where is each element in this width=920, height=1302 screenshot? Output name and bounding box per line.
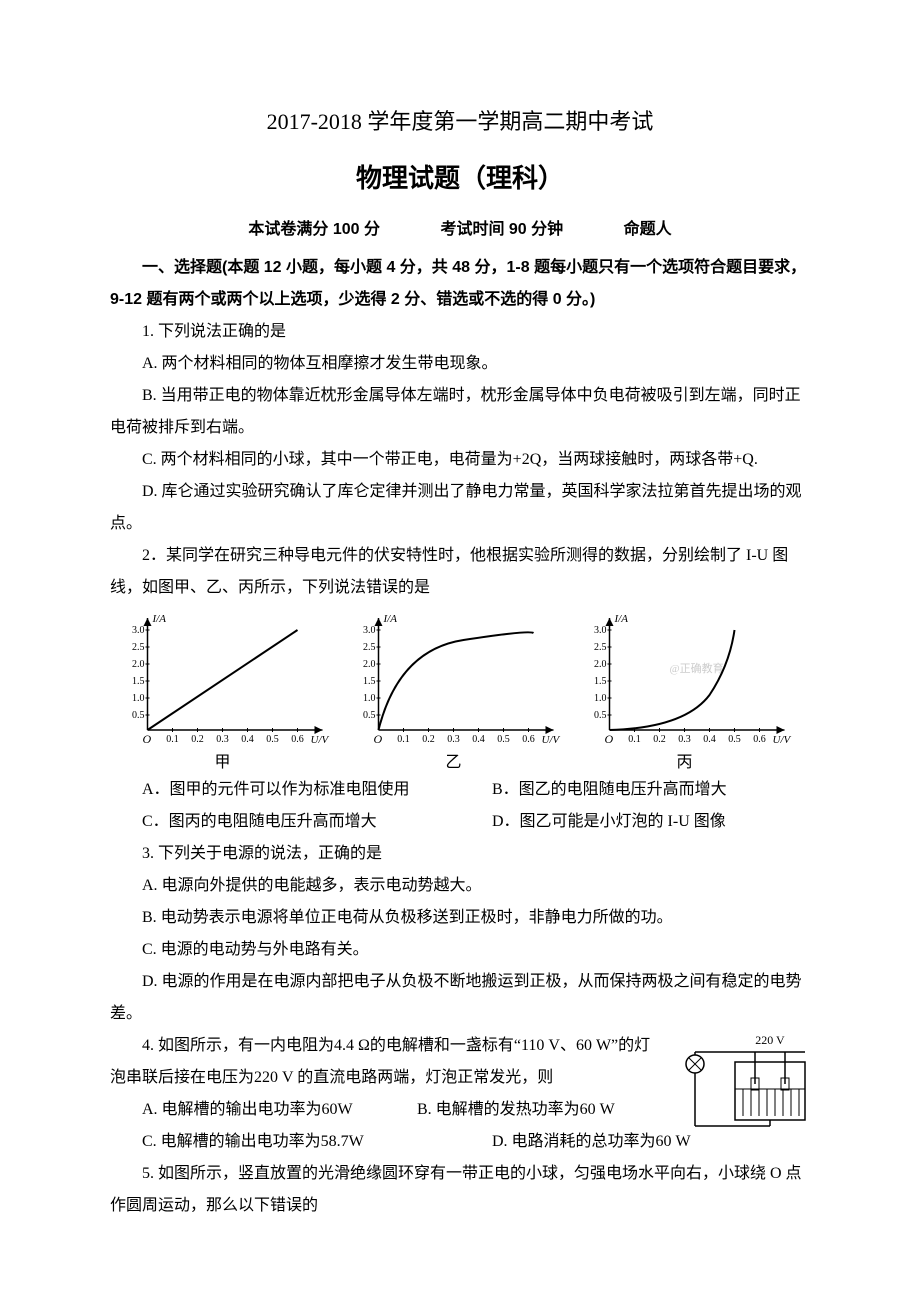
chart-jia-svg: I/A U/V 0.5 1.0 1.5 2.0 2.5 3.0 0.1 0.2 … — [110, 610, 335, 750]
svg-text:3.0: 3.0 — [132, 625, 145, 636]
q1-opt-a: A. 两个材料相同的物体互相摩擦才发生带电现象。 — [110, 348, 810, 380]
svg-text:0.4: 0.4 — [703, 734, 716, 745]
section-1-head: 一、选择题(本题 12 小题，每小题 4 分，共 48 分，1-8 题每小题只有… — [110, 252, 810, 316]
svg-text:0.3: 0.3 — [447, 734, 460, 745]
svg-text:0.5: 0.5 — [728, 734, 741, 745]
q1-opt-b: B. 当用带正电的物体靠近枕形金属导体左端时，枕形金属导体中负电荷被吸引到左端，… — [110, 380, 810, 444]
q2-stem: 2．某同学在研究三种导电元件的伏安特性时，他根据实验所测得的数据，分别绘制了 I… — [110, 540, 810, 604]
q3-opt-c: C. 电源的电动势与外电路有关。 — [110, 934, 810, 966]
svg-text:0.5: 0.5 — [497, 734, 510, 745]
page-title-subject: 物理试题（理科） — [110, 152, 810, 204]
svg-text:0.4: 0.4 — [472, 734, 485, 745]
chart-bing-svg: I/A U/V 0.5 1.0 1.5 2.0 2.5 3.0 0.1 0.2 … — [572, 610, 797, 750]
chart-yi: I/A U/V 0.5 1.0 1.5 2.0 2.5 3.0 0.1 0.2 … — [341, 610, 566, 774]
q2-opt-b: B．图乙的电阻随电压升高而增大 — [460, 774, 810, 806]
svg-text:O: O — [143, 732, 152, 746]
svg-text:0.1: 0.1 — [166, 734, 179, 745]
q4-voltage-label: 220 V — [755, 1034, 785, 1047]
meta-line: 本试卷满分 100 分 考试时间 90 分钟 命题人 — [110, 214, 810, 246]
q3-opt-b: B. 电动势表示电源将单位正电荷从负极移送到正极时，非静电力所做的功。 — [110, 902, 810, 934]
svg-text:0.3: 0.3 — [678, 734, 691, 745]
svg-text:U/V: U/V — [542, 734, 561, 746]
page-title-year: 2017-2018 学年度第一学期高二期中考试 — [110, 100, 810, 144]
q4-opt-a: A. 电解槽的输出电功率为60W — [110, 1094, 385, 1126]
svg-text:0.6: 0.6 — [291, 734, 304, 745]
svg-text:0.5: 0.5 — [266, 734, 279, 745]
chart-jia-xlabel: U/V — [311, 734, 330, 746]
chart-jia-ylabel: I/A — [152, 613, 167, 625]
svg-text:1.5: 1.5 — [594, 676, 607, 687]
q2-charts-row: I/A U/V 0.5 1.0 1.5 2.0 2.5 3.0 0.1 0.2 … — [110, 610, 810, 774]
svg-text:1.5: 1.5 — [132, 676, 145, 687]
meta-time: 考试时间 90 分钟 — [440, 214, 563, 246]
svg-text:0.6: 0.6 — [522, 734, 535, 745]
q3-stem: 3. 下列关于电源的说法，正确的是 — [110, 838, 810, 870]
svg-text:U/V: U/V — [773, 734, 792, 746]
svg-text:1.0: 1.0 — [594, 693, 607, 704]
q2-opt-d: D．图乙可能是小灯泡的 I-U 图像 — [460, 806, 810, 838]
svg-text:3.0: 3.0 — [594, 625, 607, 636]
svg-text:2.5: 2.5 — [363, 642, 376, 653]
svg-text:2.0: 2.0 — [132, 659, 145, 670]
q3-opt-d: D. 电源的作用是在电源内部把电子从负极不断地搬运到正极，从而保持两极之间有稳定… — [110, 966, 810, 1030]
chart-jia: I/A U/V 0.5 1.0 1.5 2.0 2.5 3.0 0.1 0.2 … — [110, 610, 335, 774]
chart-bing-label: 丙 — [572, 752, 797, 774]
q1-opt-c: C. 两个材料相同的小球，其中一个带正电，电荷量为+2Q，当两球接触时，两球各带… — [110, 444, 810, 476]
svg-text:O: O — [374, 732, 383, 746]
q2-opt-a: A．图甲的元件可以作为标准电阻使用 — [110, 774, 460, 806]
chart-yi-label: 乙 — [341, 752, 566, 774]
q4-block: 220 V 4. 如图所示，有一内电阻为4.4 — [110, 1030, 810, 1158]
meta-author: 命题人 — [624, 214, 672, 246]
svg-text:2.5: 2.5 — [132, 642, 145, 653]
svg-text:1.0: 1.0 — [132, 693, 145, 704]
svg-text:0.2: 0.2 — [422, 734, 435, 745]
chart-yi-svg: I/A U/V 0.5 1.0 1.5 2.0 2.5 3.0 0.1 0.2 … — [341, 610, 566, 750]
chart-bing: I/A U/V 0.5 1.0 1.5 2.0 2.5 3.0 0.1 0.2 … — [572, 610, 797, 774]
svg-text:I/A: I/A — [614, 613, 629, 625]
q2-opt-c: C．图丙的电阻随电压升高而增大 — [110, 806, 460, 838]
svg-text:O: O — [605, 732, 614, 746]
svg-text:0.3: 0.3 — [216, 734, 229, 745]
q3-opt-a: A. 电源向外提供的电能越多，表示电动势越大。 — [110, 870, 810, 902]
svg-text:2.0: 2.0 — [594, 659, 607, 670]
meta-score: 本试卷满分 100 分 — [248, 214, 380, 246]
svg-text:0.2: 0.2 — [191, 734, 204, 745]
watermark-text: @正确教育 — [670, 661, 724, 675]
q1-stem: 1. 下列说法正确的是 — [110, 316, 810, 348]
q5-stem: 5. 如图所示，竖直放置的光滑绝缘圆环穿有一带正电的小球，匀强电场水平向右，小球… — [110, 1158, 810, 1222]
svg-text:1.5: 1.5 — [363, 676, 376, 687]
svg-text:2.5: 2.5 — [594, 642, 607, 653]
q4-opt-c: C. 电解槽的输出电功率为58.7W — [110, 1126, 460, 1158]
svg-text:0.2: 0.2 — [653, 734, 666, 745]
svg-text:1.0: 1.0 — [363, 693, 376, 704]
svg-text:0.5: 0.5 — [594, 710, 607, 721]
svg-text:0.1: 0.1 — [628, 734, 641, 745]
svg-text:0.1: 0.1 — [397, 734, 410, 745]
svg-text:0.6: 0.6 — [753, 734, 766, 745]
svg-text:I/A: I/A — [383, 613, 398, 625]
svg-text:0.5: 0.5 — [363, 710, 376, 721]
chart-jia-label: 甲 — [110, 752, 335, 774]
svg-text:0.5: 0.5 — [132, 710, 145, 721]
q4-figure: 220 V — [675, 1034, 810, 1134]
svg-text:0.4: 0.4 — [241, 734, 254, 745]
svg-text:3.0: 3.0 — [363, 625, 376, 636]
svg-text:2.0: 2.0 — [363, 659, 376, 670]
q1-opt-d: D. 库仑通过实验研究确认了库仑定律并测出了静电力常量，英国科学家法拉第首先提出… — [110, 476, 810, 540]
